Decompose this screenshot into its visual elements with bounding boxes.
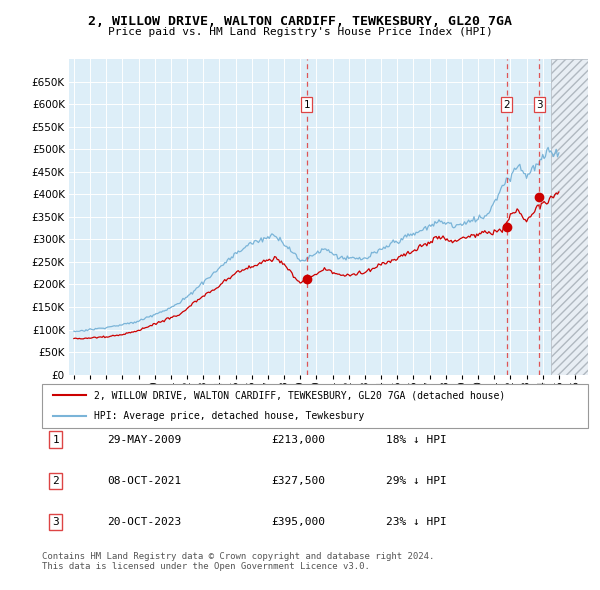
Text: 2: 2 bbox=[52, 476, 59, 486]
Text: 3: 3 bbox=[536, 100, 543, 110]
Text: 2: 2 bbox=[503, 100, 510, 110]
Text: 29-MAY-2009: 29-MAY-2009 bbox=[107, 435, 182, 444]
Text: Price paid vs. HM Land Registry's House Price Index (HPI): Price paid vs. HM Land Registry's House … bbox=[107, 27, 493, 37]
Text: £213,000: £213,000 bbox=[271, 435, 325, 444]
Text: £327,500: £327,500 bbox=[271, 476, 325, 486]
Bar bbox=[551, 59, 588, 375]
Text: £395,000: £395,000 bbox=[271, 517, 325, 527]
Text: HPI: Average price, detached house, Tewkesbury: HPI: Average price, detached house, Tewk… bbox=[94, 411, 364, 421]
Text: 23% ↓ HPI: 23% ↓ HPI bbox=[386, 517, 447, 527]
Text: Contains HM Land Registry data © Crown copyright and database right 2024.
This d: Contains HM Land Registry data © Crown c… bbox=[42, 552, 434, 571]
Text: 2, WILLOW DRIVE, WALTON CARDIFF, TEWKESBURY, GL20 7GA: 2, WILLOW DRIVE, WALTON CARDIFF, TEWKESB… bbox=[88, 15, 512, 28]
Text: 1: 1 bbox=[52, 435, 59, 444]
Text: 08-OCT-2021: 08-OCT-2021 bbox=[107, 476, 182, 486]
Text: 3: 3 bbox=[52, 517, 59, 527]
Text: 20-OCT-2023: 20-OCT-2023 bbox=[107, 517, 182, 527]
Text: 2, WILLOW DRIVE, WALTON CARDIFF, TEWKESBURY, GL20 7GA (detached house): 2, WILLOW DRIVE, WALTON CARDIFF, TEWKESB… bbox=[94, 391, 505, 401]
Bar bbox=[551, 59, 588, 375]
Text: 18% ↓ HPI: 18% ↓ HPI bbox=[386, 435, 447, 444]
Text: 29% ↓ HPI: 29% ↓ HPI bbox=[386, 476, 447, 486]
Text: 1: 1 bbox=[304, 100, 310, 110]
